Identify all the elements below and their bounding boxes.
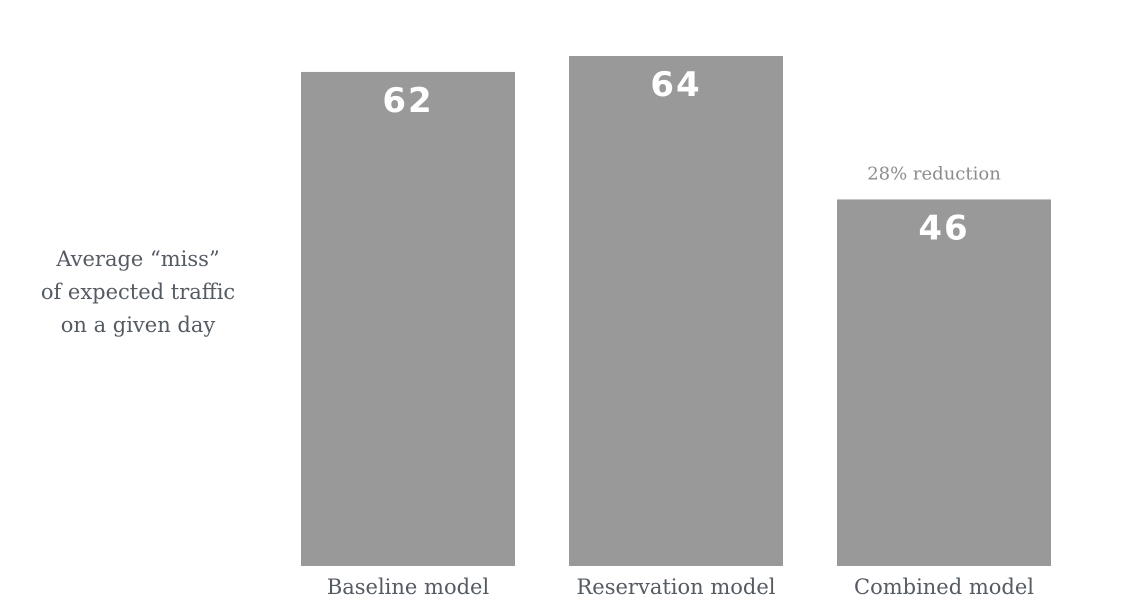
bar-combined-model [837, 199, 1051, 566]
y-axis-label: Average “miss” of expected traffic on a … [41, 247, 235, 337]
bar-reservation-model [569, 56, 783, 566]
category-label: Reservation model [576, 575, 775, 599]
y-axis-label-line: of expected traffic [41, 280, 235, 304]
category-label: Baseline model [327, 575, 490, 599]
reduction-annotation: 28% reduction [867, 163, 1001, 184]
y-axis-label-line: on a given day [61, 313, 216, 337]
bar-value-label: 64 [650, 65, 701, 105]
bar-value-label: 62 [382, 81, 433, 121]
bar-value-label: 46 [918, 208, 969, 248]
bar-baseline-model [301, 71, 515, 566]
category-label: Combined model [854, 575, 1034, 599]
y-axis-label-line: Average “miss” [55, 247, 219, 271]
bars-group: 62 Baseline model 64 Reservation model 46 Com… [301, 56, 1051, 599]
